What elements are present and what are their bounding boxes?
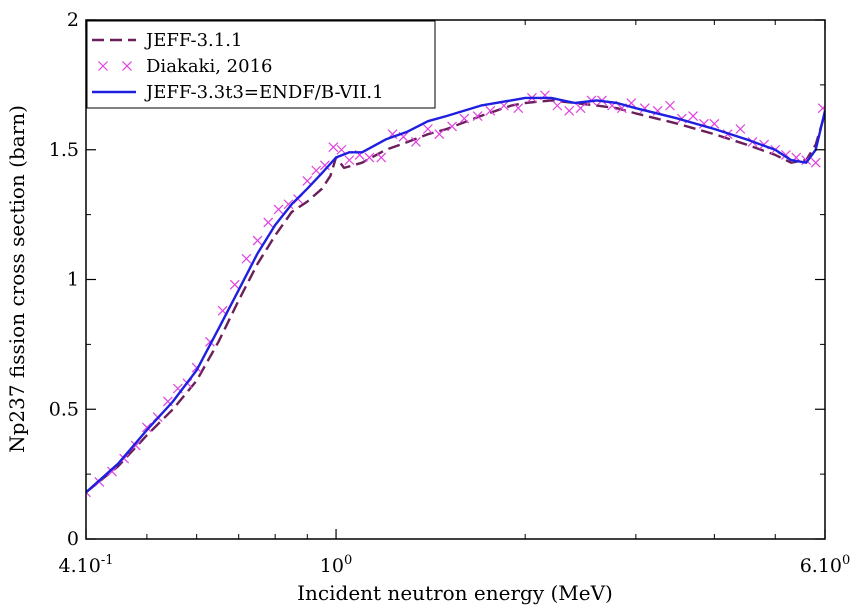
diakaki-2016-legend-label: Diakaki, 2016 xyxy=(146,56,272,77)
diakaki-2016-point xyxy=(735,124,746,134)
y-tick-label: 2 xyxy=(67,9,79,31)
diakaki-2016-point xyxy=(472,111,483,121)
diakaki-2016-point xyxy=(447,121,458,132)
ticks-layer: 0 0.5 1 1.5 2 4.10-1 100 6.100 xyxy=(49,9,851,577)
diakaki-2016-markers xyxy=(86,90,825,498)
x-tick-label: 4.10-1 xyxy=(59,553,114,577)
y-tick-label: 0.5 xyxy=(49,398,79,420)
diakaki-2016-point xyxy=(376,152,387,163)
diakaki-2016-point xyxy=(311,165,322,176)
diakaki-2016-point xyxy=(273,204,284,215)
series-layer xyxy=(86,90,825,498)
jeff-3-3t3-endf-b-vii-1-line xyxy=(86,96,825,494)
diakaki-2016-point xyxy=(485,105,496,116)
diakaki-2016-point xyxy=(810,157,821,168)
y-tick-label: 1.5 xyxy=(49,139,79,161)
diakaki-2016-point xyxy=(513,103,524,114)
diakaki-2016-point xyxy=(130,440,141,451)
jeff-3-1-1-line xyxy=(86,99,825,494)
legend-box xyxy=(86,20,436,109)
diakaki-2016-point xyxy=(434,129,445,140)
diakaki-2016-point xyxy=(336,144,347,155)
diakaki-2016-point xyxy=(552,100,563,111)
y-axis-title: Np237 fission cross section (barn) xyxy=(5,105,29,453)
x-axis-title: Incident neutron energy (MeV) xyxy=(297,581,613,605)
diakaki-2016-point xyxy=(564,105,575,116)
diakaki-2016-point xyxy=(263,217,274,228)
diakaki-2016-point xyxy=(319,160,330,171)
y-tick-label: 0 xyxy=(67,528,79,550)
diakaki-2016-point xyxy=(229,279,240,290)
diakaki-2016-point xyxy=(410,137,421,147)
diakaki-2016-point xyxy=(283,199,294,210)
diakaki-2016-point xyxy=(141,422,152,433)
jeff-3-3t3-endf-b-vii-1-legend-label: JEFF-3.3t3=ENDF/B-VII.1 xyxy=(144,82,384,103)
x-tick-label: 6.100 xyxy=(800,553,851,577)
diakaki-2016-point xyxy=(328,142,339,153)
diakaki-2016-point xyxy=(252,235,263,246)
diakaki-2016-point xyxy=(241,253,252,264)
diakaki-2016-legend-marker xyxy=(122,61,132,71)
legend: JEFF-3.1.1 Diakaki, 2016 JEFF-3.3t3=ENDF/B… xyxy=(86,20,436,109)
diakaki-2016-point xyxy=(422,124,433,134)
diakaki-2016-point xyxy=(688,111,699,121)
diakaki-2016-point xyxy=(459,113,470,124)
jeff-3-1-1-legend-label: JEFF-3.1.1 xyxy=(144,30,242,51)
diakaki-2016-point xyxy=(344,155,355,166)
diakaki-2016-point xyxy=(665,100,675,111)
diakaki-2016-point xyxy=(817,103,825,114)
diakaki-2016-point xyxy=(575,103,586,114)
diakaki-2016-point xyxy=(709,118,720,129)
diakaki-2016-point xyxy=(364,152,375,163)
diakaki-2016-point xyxy=(107,466,117,477)
y-tick-label: 1 xyxy=(67,269,79,291)
diakaki-2016-legend-marker xyxy=(98,61,108,71)
x-tick-label: 100 xyxy=(320,553,352,577)
